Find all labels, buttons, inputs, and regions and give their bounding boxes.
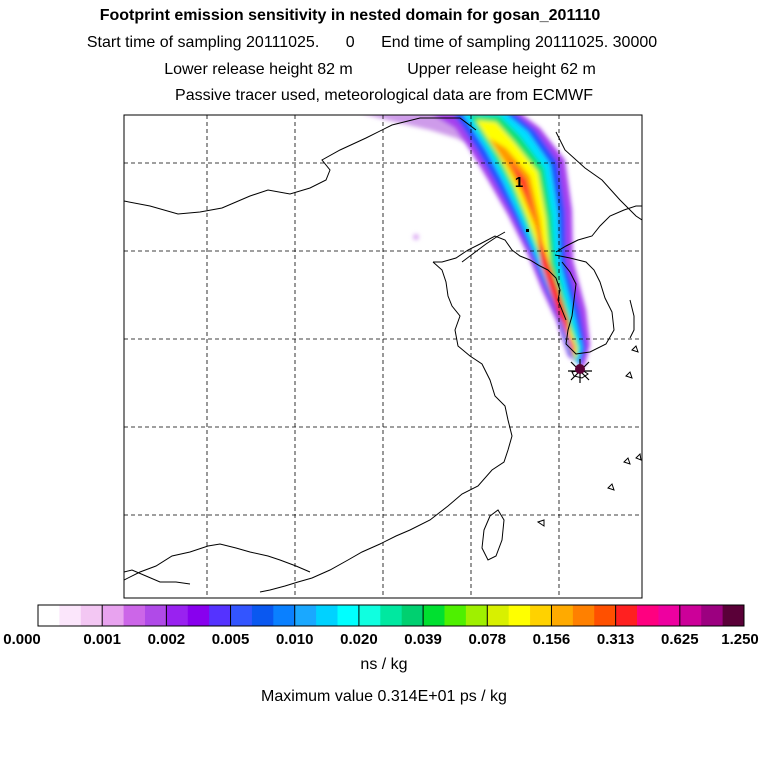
colorbar-swatch	[508, 605, 531, 626]
colorbar-swatch	[594, 605, 617, 626]
colorbar-tick-label: 0.313	[596, 631, 635, 648]
sensitivity-plume	[367, 115, 590, 368]
colorbar-swatch	[572, 605, 595, 626]
colorbar-swatch	[530, 605, 552, 626]
colorbar-tick-label: 0.625	[661, 631, 699, 648]
colorbar-swatch	[230, 605, 253, 626]
colorbar-swatch	[465, 605, 488, 626]
map-area: 1	[124, 115, 642, 598]
colorbar-swatch	[123, 605, 146, 626]
coastlines	[124, 117, 642, 593]
colorbar-swatch	[722, 605, 745, 626]
colorbar-tick-label: 0.002	[147, 631, 186, 648]
colorbar-swatch	[294, 605, 317, 626]
colorbar-tick-label: 0.039	[404, 631, 442, 648]
colorbar-tick-label: 0.156	[532, 631, 571, 648]
marker-dot	[526, 229, 529, 232]
upper-release-height: Upper release height 62 m	[407, 61, 596, 78]
colorbar-swatch	[679, 605, 702, 626]
colorbar-swatch	[144, 605, 167, 626]
colorbar-swatch	[423, 605, 445, 626]
colorbar-swatch	[380, 605, 403, 626]
colorbar-tick-label: 0.001	[83, 631, 121, 648]
colorbar-outline	[37, 604, 745, 627]
colorbar-swatch	[187, 605, 210, 626]
colorbar	[37, 604, 745, 627]
colorbar-swatch	[251, 605, 274, 626]
colorbar-swatch	[658, 605, 681, 626]
lat-lon-grid	[124, 115, 642, 598]
colorbar-swatch	[316, 605, 338, 626]
colorbar-swatch	[615, 605, 638, 626]
start-time-label: Start time of sampling 20111025.	[86, 34, 320, 51]
sampling-times: Start time of sampling 20111025. 0 End t…	[0, 34, 756, 52]
colorbar-swatch	[358, 605, 381, 626]
colorbar-swatch	[80, 605, 103, 626]
colorbar-tick-label: 0.005	[211, 631, 250, 648]
colorbar-swatch	[701, 605, 723, 626]
map-title: Footprint emission sensitivity in nested…	[99, 7, 601, 24]
asterisk-icon	[568, 359, 592, 383]
colorbar-swatch	[273, 605, 296, 626]
colorbar-swatch	[59, 605, 82, 626]
colorbar-swatch	[637, 605, 659, 626]
colorbar-swatch	[337, 605, 360, 626]
colorbar-swatch	[209, 605, 231, 626]
colorbar-tick-label: 0.020	[340, 631, 378, 648]
colorbar-swatch	[38, 605, 60, 626]
release-point-label: 1	[515, 174, 523, 191]
colorbar-swatch	[487, 605, 510, 626]
tracer-note: Passive tracer used, meteorological data…	[175, 87, 593, 104]
colorbar-swatch	[401, 605, 424, 626]
colorbar-swatch	[166, 605, 189, 626]
colorbar-tick-label: 0.010	[275, 631, 314, 648]
colorbar-units: ns / kg	[360, 656, 408, 673]
colorbar-swatch	[102, 605, 124, 626]
colorbar-tick-label: 0.078	[468, 631, 507, 648]
maximum-value: Maximum value 0.314E+01 ps / kg	[261, 688, 507, 705]
start-time-value: 0	[345, 34, 355, 51]
colorbar-tick-label: 1.250	[721, 631, 759, 648]
colorbar-swatch	[551, 605, 574, 626]
end-time-label: End time of sampling 20111025. 30000	[381, 34, 658, 51]
release-heights: Lower release height 82 m Upper release …	[0, 61, 764, 79]
colorbar-tick-label: 0.000	[3, 631, 41, 648]
colorbar-swatch	[444, 605, 467, 626]
map-frame	[123, 114, 643, 599]
lower-release-height: Lower release height 82 m	[164, 61, 353, 78]
